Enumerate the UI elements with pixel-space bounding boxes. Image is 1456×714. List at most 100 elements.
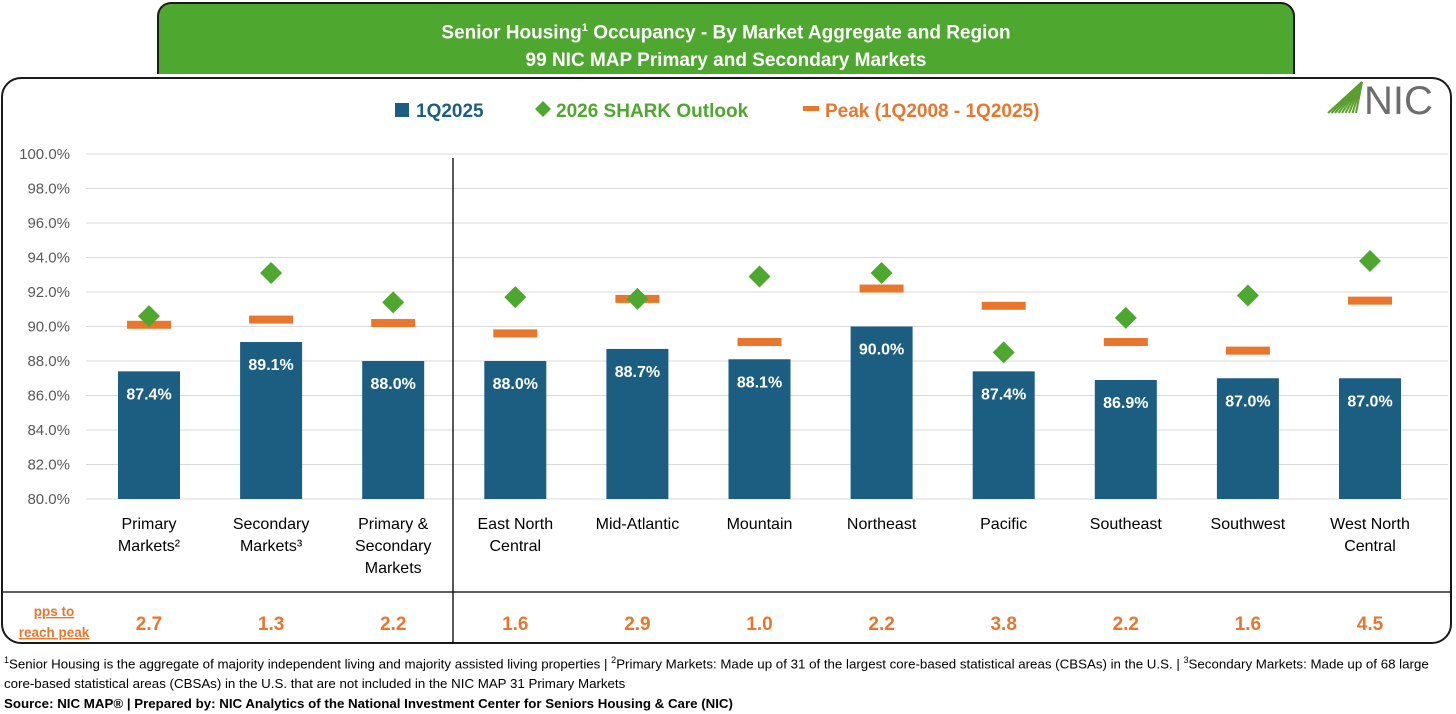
category-label: West North — [1330, 516, 1410, 533]
y-tick-label: 94.0% — [27, 250, 70, 267]
logo-mark-stroke — [1355, 81, 1363, 114]
legend-label: 1Q2025 — [416, 101, 484, 122]
outlook-diamond — [748, 265, 771, 288]
legend-label: Peak (1Q2008 - 1Q2025) — [825, 101, 1039, 122]
bar-data-label: 88.1% — [737, 374, 782, 391]
y-tick-label: 88.0% — [27, 353, 70, 370]
y-tick-label: 100.0% — [19, 146, 70, 163]
bar-data-label: 88.0% — [371, 376, 416, 393]
fn3-sup: 3 — [1183, 655, 1189, 665]
y-tick-label: 92.0% — [27, 284, 70, 301]
bar — [240, 342, 303, 499]
outlook-diamond — [992, 341, 1015, 364]
category-label: Primary — [121, 516, 176, 533]
fn1-sup: 1 — [4, 655, 10, 665]
fn2-sup: 2 — [611, 655, 617, 665]
bar — [972, 371, 1035, 499]
bar — [1094, 379, 1157, 499]
y-tick-label: 96.0% — [27, 215, 70, 232]
category-label: Mid-Atlantic — [596, 516, 680, 533]
bar — [850, 326, 913, 499]
legend-bar-swatch — [395, 103, 409, 117]
category-label: Primary & — [358, 516, 429, 533]
pps-value: 3.8 — [990, 614, 1016, 635]
peak-dash — [737, 338, 782, 347]
category-label: Markets² — [118, 538, 181, 555]
y-tick-label: 90.0% — [27, 319, 70, 336]
pps-value: 2.2 — [380, 614, 406, 635]
outlook-diamond — [260, 262, 283, 285]
bar — [1216, 378, 1279, 499]
bar-data-label: 87.4% — [981, 386, 1026, 403]
category-label: Secondary — [233, 516, 310, 533]
footnote-2: Primary Markets: Made up of 31 of the la… — [616, 656, 1184, 672]
title-footnote: 1 — [581, 22, 588, 34]
y-tick-label: 98.0% — [27, 181, 70, 198]
y-tick-label: 80.0% — [27, 491, 70, 508]
pps-row-label: pps to — [34, 604, 75, 619]
peak-dash — [371, 319, 416, 328]
bar-data-label: 87.0% — [1225, 393, 1270, 410]
pps-value: 1.0 — [746, 614, 772, 635]
peak-dash — [1225, 346, 1270, 355]
outlook-diamond — [1236, 284, 1259, 307]
bar — [362, 361, 425, 499]
title-rest: Occupancy - By Market Aggregate and Regi… — [587, 22, 1011, 44]
category-label: Northeast — [847, 516, 917, 533]
bar-data-label: 87.0% — [1347, 393, 1392, 410]
category-label: Pacific — [980, 516, 1027, 533]
pps-value: 1.6 — [502, 614, 528, 635]
legend-label: 2026 SHARK Outlook — [556, 101, 749, 122]
pps-value: 1.6 — [1235, 614, 1261, 635]
outlook-diamond — [138, 305, 160, 328]
bar — [728, 359, 791, 499]
bar-data-label: 86.9% — [1103, 395, 1148, 412]
pps-value: 1.3 — [258, 614, 284, 635]
category-label: Southwest — [1211, 516, 1286, 533]
category-label: Mountain — [727, 516, 793, 533]
bar-data-label: 87.4% — [126, 386, 171, 403]
pps-value: 2.9 — [624, 614, 650, 635]
category-label: Secondary — [355, 538, 432, 555]
peak-dash — [249, 315, 294, 324]
chart: 80.0% 82.0% 84.0% 86.0% 88.0% 90.0% 92.0% 94.0%… — [3, 79, 1450, 643]
subtitle: 99 NIC MAP Primary and Secondary Markets — [525, 50, 927, 72]
outlook-diamond — [382, 291, 405, 314]
outlook-diamond — [870, 262, 893, 285]
chart-header: Senior Housing1 Occupancy - By Market Ag… — [157, 2, 1295, 74]
category-label: Central — [490, 538, 542, 555]
y-tick-label: 86.0% — [27, 388, 70, 405]
bar-data-label: 89.1% — [248, 357, 293, 374]
outlook-diamond — [626, 287, 649, 310]
peak-dash — [859, 284, 904, 293]
logo-text: NIC — [1364, 79, 1433, 123]
bar — [606, 348, 669, 499]
peak-dash — [493, 329, 538, 338]
bar-data-label: 88.0% — [493, 376, 538, 393]
category-label: Central — [1344, 538, 1396, 555]
legend-dash-swatch — [803, 106, 819, 111]
pps-value: 2.7 — [136, 614, 162, 635]
pps-value: 2.2 — [868, 614, 894, 635]
outlook-diamond — [1114, 306, 1137, 329]
bar — [484, 361, 547, 499]
category-label: East North — [478, 516, 554, 533]
chart-panel — [1, 77, 1452, 644]
category-label: Southeast — [1090, 516, 1163, 533]
peak-dash — [1103, 338, 1148, 347]
footnotes: 1Senior Housing is the aggregate of majo… — [4, 650, 1454, 714]
footnote-3: Secondary Markets: Made up of 68 large c… — [4, 656, 1429, 692]
peak-dash — [981, 301, 1026, 310]
outlook-diamond — [1359, 249, 1381, 272]
title: Senior Housing — [441, 22, 582, 44]
category-label: Markets³ — [240, 538, 303, 555]
pps-value: 2.2 — [1113, 614, 1139, 635]
legend-diamond-swatch — [535, 101, 551, 117]
footnote-1: Senior Housing is the aggregate of major… — [9, 656, 612, 672]
bar-data-label: 90.0% — [859, 342, 904, 359]
pps-row-label: reach peak — [19, 625, 90, 640]
y-tick-label: 84.0% — [27, 422, 70, 439]
bar — [1339, 378, 1401, 499]
outlook-diamond — [504, 286, 527, 309]
pps-value: 4.5 — [1357, 614, 1384, 635]
